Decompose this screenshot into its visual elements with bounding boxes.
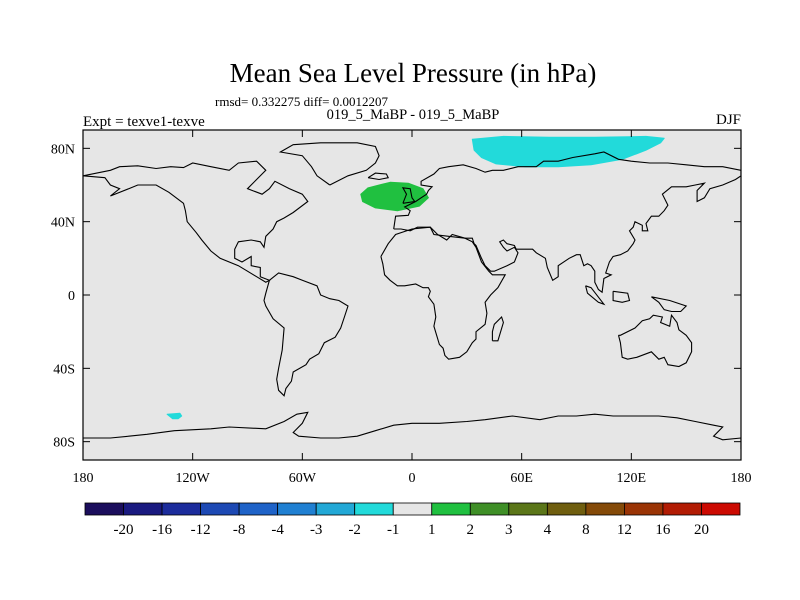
colorbar-swatch	[200, 502, 240, 516]
colorbar-swatch	[585, 502, 625, 516]
chart-title: Mean Sea Level Pressure (in hPa)	[230, 58, 597, 88]
subtitle-left: Expt = texve1-texve	[83, 114, 205, 130]
colorbar-swatch	[469, 502, 510, 516]
colorbar-label: 20	[694, 522, 709, 538]
colorbar-label: -12	[191, 522, 211, 538]
colorbar-label: -3	[310, 522, 323, 538]
colorbar-label: 16	[655, 522, 671, 538]
coastline	[393, 151, 741, 294]
colorbar-swatch	[161, 502, 201, 516]
colorbar-swatch	[624, 502, 664, 516]
colorbar-label: 1	[428, 522, 436, 538]
colorbar-swatch	[238, 502, 279, 516]
southern-ocean-negative-anomaly	[166, 412, 183, 420]
colorbar-swatch	[662, 502, 702, 516]
colorbar-label: -1	[387, 522, 400, 538]
coastline	[83, 160, 309, 283]
colorbar-label: 3	[505, 522, 513, 538]
subtitle-right: DJF	[716, 112, 741, 128]
x-tick-label: 60E	[510, 471, 533, 486]
colorbar-label: -4	[271, 522, 284, 538]
colorbar-swatch	[546, 502, 587, 516]
map-background	[83, 130, 741, 460]
coastline	[263, 272, 349, 397]
x-tick-label: 0	[409, 471, 416, 486]
colorbar-swatch	[315, 502, 356, 516]
colorbar-label: -2	[348, 522, 361, 538]
y-tick-label: 80S	[53, 436, 75, 451]
x-tick-label: 180	[73, 471, 94, 486]
y-tick-label: 40N	[51, 216, 75, 231]
colorbar-label: 4	[544, 522, 552, 538]
coastline	[651, 296, 688, 313]
x-tick-label: 180	[731, 471, 752, 486]
coastline	[83, 411, 741, 449]
colorbar-label: -16	[152, 522, 172, 538]
x-tick-label: 60W	[289, 471, 317, 486]
colorbar-swatch	[392, 502, 433, 516]
colorbar-label: 8	[582, 522, 590, 538]
coastline	[491, 315, 504, 342]
coastline	[617, 313, 693, 368]
colorbar-swatch	[431, 502, 471, 516]
coastline	[585, 285, 606, 306]
x-tick-label: 120E	[617, 471, 647, 486]
colorbar-swatch	[277, 502, 317, 516]
colorbar-swatch	[701, 502, 741, 516]
colorbar-label: -20	[114, 522, 134, 538]
colorbar-swatch	[84, 502, 124, 516]
colorbar-label: -8	[233, 522, 246, 538]
arctic-negative-anomaly	[471, 135, 665, 168]
coastline	[380, 226, 507, 360]
colorbar-swatch	[123, 502, 163, 516]
stats-label: rmsd= 0.332275 diff= 0.0012207	[215, 94, 388, 109]
colorbar-label: 2	[467, 522, 475, 538]
y-tick-label: 80N	[51, 142, 75, 157]
subtitle-center: 019_5_MaBP - 019_5_MaBP	[327, 107, 500, 123]
x-tick-label: 120W	[176, 471, 211, 486]
y-tick-label: 40S	[53, 362, 75, 377]
colorbar-swatch	[508, 502, 548, 516]
colorbar-swatch	[354, 502, 394, 516]
coastline	[278, 142, 380, 186]
colorbar-label: 12	[617, 522, 632, 538]
coastline	[367, 172, 390, 181]
y-tick-label: 0	[68, 289, 75, 304]
coastline	[612, 290, 631, 303]
